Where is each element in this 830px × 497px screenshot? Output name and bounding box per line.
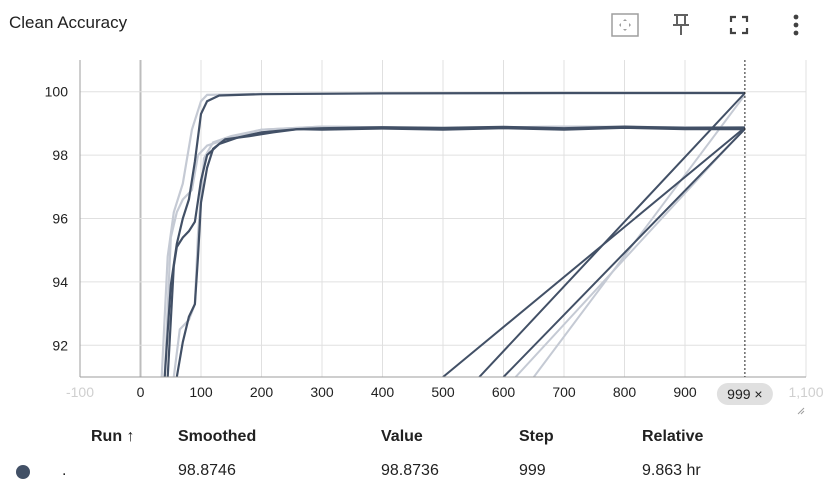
- smoothed-wrap-1: [442, 126, 746, 377]
- y-tick-label: 94: [52, 274, 68, 290]
- raw-wrap-line: [532, 94, 746, 377]
- x-tick-label: 200: [250, 384, 274, 400]
- chart-title: Clean Accuracy: [9, 13, 128, 32]
- hover-step-badge: [716, 383, 773, 405]
- x-tick-label: 1,100: [788, 384, 823, 400]
- fullscreen-icon[interactable]: [722, 8, 756, 42]
- x-tick-label: 400: [371, 384, 395, 400]
- col-header-value[interactable]: Value: [381, 428, 423, 445]
- y-tick-label: 96: [52, 211, 68, 227]
- smoothed-series-1: [166, 125, 745, 377]
- row-run: .: [62, 462, 67, 479]
- y-tick-label: 98: [52, 147, 68, 163]
- smoothed-series: [163, 91, 746, 377]
- raw-series-1: [163, 125, 745, 377]
- hover-step-label: 999 ×: [727, 386, 762, 402]
- line-chart[interactable]: 92 94 96 98 100 -100 0 100 200 300 400 500 600 700 800…: [0, 0, 830, 420]
- x-tick-label: 700: [552, 384, 576, 400]
- run-color-dot: [16, 465, 30, 479]
- row-relative: 9.863 hr: [642, 462, 701, 479]
- row-step: 999: [519, 462, 546, 479]
- grid: [79, 60, 807, 377]
- y-tick-label: 100: [45, 84, 69, 100]
- more-vert-icon[interactable]: [779, 8, 813, 42]
- pin-icon[interactable]: [664, 8, 698, 42]
- resize-handle-icon: [797, 407, 805, 415]
- x-tick-label: 300: [310, 384, 334, 400]
- x-tick-label: 900: [673, 384, 697, 400]
- y-tick-label: 92: [52, 337, 68, 353]
- x-tick-label: 0: [137, 384, 145, 400]
- smoothed-series-2: [175, 126, 745, 377]
- smoothed-wrap-2: [502, 128, 746, 377]
- axes: [79, 60, 806, 378]
- raw-series-2: [172, 125, 745, 377]
- fit-domain-icon[interactable]: [608, 8, 642, 42]
- x-tick-label: -100: [66, 384, 94, 400]
- col-header-smoothed[interactable]: Smoothed: [178, 428, 257, 445]
- smoothed-series-0: [163, 91, 745, 377]
- col-header-step[interactable]: Step: [519, 428, 554, 445]
- x-tick-label: 500: [431, 384, 455, 400]
- x-tick-label: 600: [492, 384, 516, 400]
- smoothed-wrap-0: [478, 92, 746, 377]
- col-header-run[interactable]: Run ↑: [91, 428, 135, 445]
- x-tick-label: 100: [189, 384, 213, 400]
- row-smoothed: 98.8746: [178, 462, 236, 479]
- x-tick-label: 800: [613, 384, 637, 400]
- col-header-relative[interactable]: Relative: [642, 428, 704, 445]
- row-value: 98.8736: [381, 462, 439, 479]
- tick-labels: 92 94 96 98 100 -100 0 100 200 300 400 500 600 700 800…: [45, 84, 824, 415]
